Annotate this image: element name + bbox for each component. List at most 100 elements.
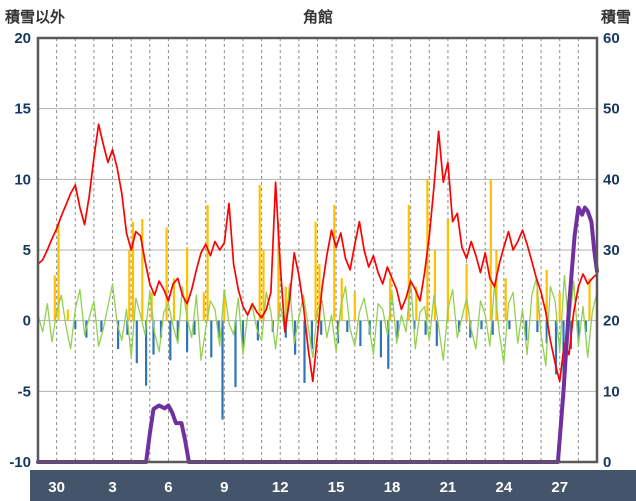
red-line: [37, 123, 598, 383]
x-axis-tick: 6: [164, 479, 172, 496]
orange-bars: [57, 221, 60, 321]
blue-bars: [435, 320, 438, 347]
orange-bars: [340, 278, 343, 321]
x-axis-tick: 9: [220, 479, 228, 496]
orange-bars: [407, 204, 410, 321]
blue-bars: [536, 320, 539, 332]
left-axis-tick: 0: [23, 313, 31, 330]
orange-bars: [353, 292, 356, 321]
blue-bars: [217, 320, 220, 338]
orange-bars: [223, 289, 226, 321]
left-axis-title: 積雪以外: [5, 9, 66, 26]
right-axis-tick: 20: [603, 313, 620, 330]
blue-bars: [126, 320, 129, 335]
left-axis-tick: -5: [18, 383, 31, 400]
right-axis-tick: 30: [603, 242, 620, 259]
orange-bars: [545, 269, 548, 321]
blue-bars: [359, 320, 362, 347]
orange-bars: [172, 278, 176, 321]
orange-bars: [206, 204, 209, 321]
blue-bars: [584, 320, 587, 332]
blue-bars: [241, 320, 245, 349]
orange-bars: [558, 292, 561, 321]
left-axis-tick: 20: [14, 30, 31, 47]
orange-bars: [66, 309, 69, 321]
blue-bars: [74, 320, 77, 330]
blue-bars: [169, 320, 172, 361]
orange-bars: [128, 250, 131, 321]
blue-bars: [193, 320, 196, 335]
green-line: [37, 274, 598, 367]
orange-bars: [186, 247, 189, 321]
blue-bars: [159, 320, 163, 338]
blue-bars: [135, 320, 138, 364]
orange-bars: [277, 221, 280, 321]
blue-bars: [387, 320, 390, 369]
orange-bars: [446, 218, 449, 321]
orange-bars: [465, 264, 468, 321]
blue-bars: [221, 320, 224, 420]
chart-title: 角館: [302, 9, 333, 26]
orange-bars: [588, 278, 591, 321]
blue-bars: [525, 320, 528, 341]
orange-bars: [318, 264, 321, 321]
blue-bars: [303, 320, 306, 383]
blue-bars: [480, 320, 483, 330]
orange-bars: [415, 286, 418, 321]
x-axis-tick: 18: [384, 479, 401, 496]
blue-bars: [554, 320, 558, 375]
x-axis-tick: 15: [328, 479, 345, 496]
blue-bars: [100, 320, 103, 332]
left-axis-tick: 5: [23, 242, 31, 259]
x-axis-tick: 24: [495, 479, 512, 496]
right-axis-tick: 10: [603, 383, 620, 400]
right-axis-tick: 50: [603, 101, 620, 118]
blue-bars: [320, 320, 323, 335]
orange-bars: [433, 250, 436, 321]
blue-bars: [145, 320, 148, 386]
blue-bars: [396, 320, 399, 338]
blue-bars: [152, 320, 155, 355]
orange-bars: [536, 289, 539, 321]
orange-bars: [495, 250, 498, 321]
orange-bars: [202, 292, 205, 321]
orange-bars: [131, 221, 135, 321]
blue-bars: [424, 320, 427, 335]
right-axis-title: 積雪: [600, 9, 631, 26]
blue-bars: [458, 320, 461, 332]
blue-bars: [379, 320, 382, 358]
right-axis-tick: 40: [603, 171, 620, 188]
blue-bars: [234, 320, 237, 388]
orange-bars: [53, 275, 56, 321]
x-axis-tick: 27: [551, 479, 568, 496]
orange-bars: [504, 278, 507, 321]
right-axis-tick: 60: [603, 30, 620, 47]
blue-bars: [413, 320, 416, 330]
blue-bars: [346, 320, 349, 332]
plot-border: [36, 36, 599, 464]
blue-bars: [117, 320, 120, 349]
x-axis-tick: 30: [48, 479, 65, 496]
blue-bars: [545, 320, 548, 344]
orange-bars: [489, 179, 492, 321]
orange-bars: [141, 218, 144, 321]
left-axis-tick: 10: [14, 171, 31, 188]
blue-bars: [508, 320, 511, 330]
blue-bars: [577, 320, 580, 338]
left-axis-tick: 15: [14, 101, 31, 118]
blue-bars: [210, 320, 213, 358]
blue-bars: [310, 320, 313, 349]
blue-bars: [469, 320, 472, 338]
blue-bars: [186, 320, 189, 352]
orange-bars: [165, 227, 168, 321]
orange-bars: [314, 221, 317, 321]
orange-bars: [389, 278, 392, 321]
right-axis-tick: 0: [603, 454, 611, 471]
orange-bars: [284, 286, 287, 321]
blue-bars: [176, 320, 179, 341]
orange-bars: [258, 185, 261, 321]
x-axis-strip: [30, 470, 636, 501]
x-axis-tick: 12: [272, 479, 289, 496]
